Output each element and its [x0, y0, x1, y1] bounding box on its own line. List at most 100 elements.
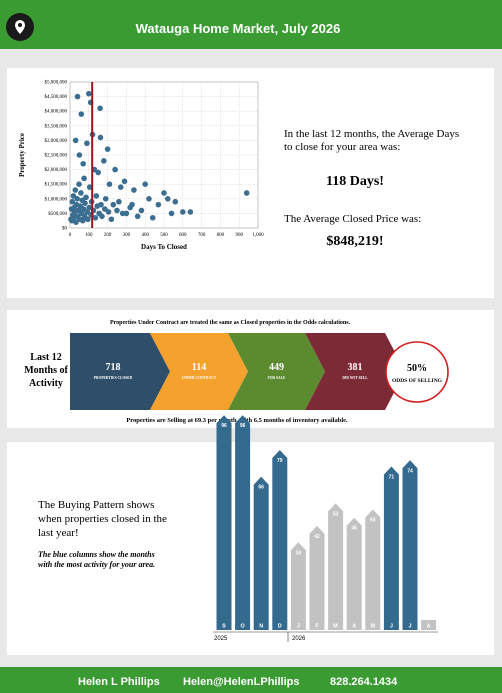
point: [99, 213, 105, 220]
header-bar: [0, 0, 502, 49]
month-box: [216, 620, 232, 630]
point: [78, 190, 84, 196]
point: [80, 206, 87, 212]
step-value: 718: [106, 362, 121, 373]
point: [121, 178, 128, 185]
month-box: [365, 620, 381, 630]
point: [102, 196, 109, 202]
point: [79, 217, 86, 224]
value-label: 50: [370, 518, 376, 524]
x-tick-label: 700: [198, 233, 206, 238]
point: [69, 198, 76, 205]
odds-circle: [385, 341, 449, 403]
point: [117, 184, 124, 190]
value-label: 79: [277, 458, 283, 464]
point: [74, 196, 80, 202]
bar: [235, 415, 251, 620]
pattern-text: The Buying Pattern shows when properties…: [38, 499, 167, 539]
y-tick-label: $3,000,000: [45, 139, 68, 144]
point: [73, 219, 79, 225]
activity-title: Last 12 Months of Activity: [24, 352, 68, 389]
point: [80, 160, 86, 167]
value-label: 66: [258, 485, 264, 491]
days-value: 118 Days!: [326, 174, 384, 189]
x-tick-label: 800: [217, 233, 225, 238]
point: [72, 137, 79, 144]
point: [161, 190, 167, 196]
y-tick-label: $5,000,000: [45, 81, 68, 86]
panel: [7, 442, 494, 655]
month-box: [235, 620, 251, 630]
price-text: The Average Closed Price was:: [284, 213, 422, 225]
chevron: [228, 333, 325, 410]
point: [74, 93, 81, 100]
month-box: [402, 620, 418, 630]
x-tick-label: M: [333, 624, 338, 630]
point: [93, 193, 100, 199]
x-tick-label: J: [390, 624, 393, 630]
x-tick-label: M: [371, 624, 376, 630]
chevron: [76, 333, 170, 410]
bar: [290, 542, 306, 620]
contact-email: Helen@HelenLPhillips: [183, 676, 299, 688]
value-label: 46: [351, 526, 357, 532]
point: [83, 194, 89, 201]
point: [187, 209, 194, 215]
x-tick-label: N: [259, 624, 263, 630]
point: [142, 181, 148, 187]
pin-hole: [18, 23, 22, 27]
point: [138, 207, 145, 214]
value-label: 34: [296, 550, 302, 556]
days-text: In the last 12 months, the Average Days …: [284, 128, 460, 153]
x-tick-label: 900: [235, 233, 243, 238]
x-tick-label: A: [427, 624, 431, 630]
point: [134, 213, 141, 220]
point: [72, 187, 79, 193]
point: [110, 201, 117, 208]
point: [106, 181, 113, 187]
chevron: [150, 333, 248, 410]
y-tick-label: $2,000,000: [45, 168, 68, 173]
month-box: [383, 620, 399, 630]
point: [168, 210, 175, 217]
y-tick-label: $1,000,000: [45, 197, 68, 202]
point: [180, 209, 186, 215]
year-label: 2026: [292, 636, 306, 642]
y-tick-label: $3,500,000: [45, 124, 68, 129]
bar: [328, 503, 344, 620]
step-label: PROPERTIES CLOSED: [94, 376, 133, 380]
y-tick-label: $0: [62, 227, 68, 232]
y-tick-label: $4,000,000: [45, 110, 68, 115]
point: [112, 166, 118, 173]
x-tick-label: F: [315, 624, 319, 630]
step-value: 114: [192, 362, 206, 373]
y-axis-label: Property Price: [18, 133, 26, 177]
point: [104, 146, 111, 152]
point: [129, 201, 135, 208]
x-tick-label: 1,000: [252, 233, 264, 238]
x-tick-label: S: [222, 624, 226, 630]
point: [70, 193, 77, 199]
point: [164, 196, 171, 202]
bar: [346, 517, 362, 620]
point: [84, 140, 90, 147]
point: [108, 216, 115, 223]
month-box: [253, 620, 269, 630]
x-tick-label: A: [352, 624, 356, 630]
activity-bar-edge: [70, 333, 76, 410]
bar: [253, 476, 269, 620]
point: [84, 209, 91, 215]
month-box: [328, 620, 344, 630]
x-tick-label: O: [240, 624, 245, 630]
point: [146, 196, 152, 202]
x-tick-label: 600: [179, 233, 187, 238]
x-tick-label: J: [297, 624, 300, 630]
x-tick-label: 500: [160, 233, 168, 238]
bar: [272, 450, 288, 620]
x-tick-label: 200: [104, 233, 112, 238]
point: [81, 175, 87, 182]
value-label: 71: [389, 474, 395, 480]
point: [243, 190, 250, 196]
